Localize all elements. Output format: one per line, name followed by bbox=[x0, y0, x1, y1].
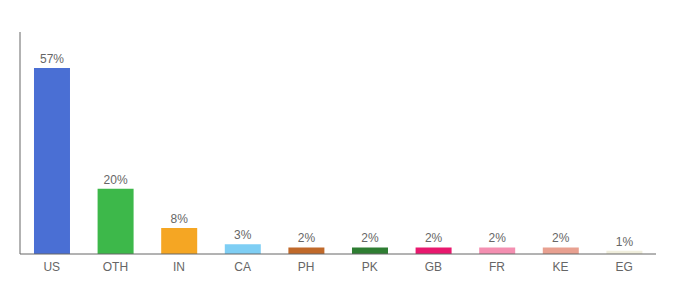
svg-text:20%: 20% bbox=[104, 173, 128, 187]
svg-text:PK: PK bbox=[362, 260, 378, 274]
svg-text:1%: 1% bbox=[616, 235, 634, 249]
svg-text:8%: 8% bbox=[171, 212, 189, 226]
svg-text:CA: CA bbox=[234, 260, 251, 274]
svg-text:PH: PH bbox=[298, 260, 315, 274]
svg-text:EG: EG bbox=[616, 260, 633, 274]
svg-text:FR: FR bbox=[489, 260, 505, 274]
svg-text:57%: 57% bbox=[40, 52, 64, 66]
svg-text:2%: 2% bbox=[552, 231, 570, 245]
svg-text:2%: 2% bbox=[489, 231, 507, 245]
svg-text:3%: 3% bbox=[234, 228, 252, 242]
svg-text:GB: GB bbox=[425, 260, 442, 274]
svg-text:IN: IN bbox=[173, 260, 185, 274]
svg-text:KE: KE bbox=[553, 260, 569, 274]
svg-text:OTH: OTH bbox=[103, 260, 128, 274]
svg-text:2%: 2% bbox=[298, 231, 316, 245]
svg-text:US: US bbox=[43, 260, 60, 274]
svg-text:2%: 2% bbox=[361, 231, 379, 245]
svg-text:2%: 2% bbox=[425, 231, 443, 245]
